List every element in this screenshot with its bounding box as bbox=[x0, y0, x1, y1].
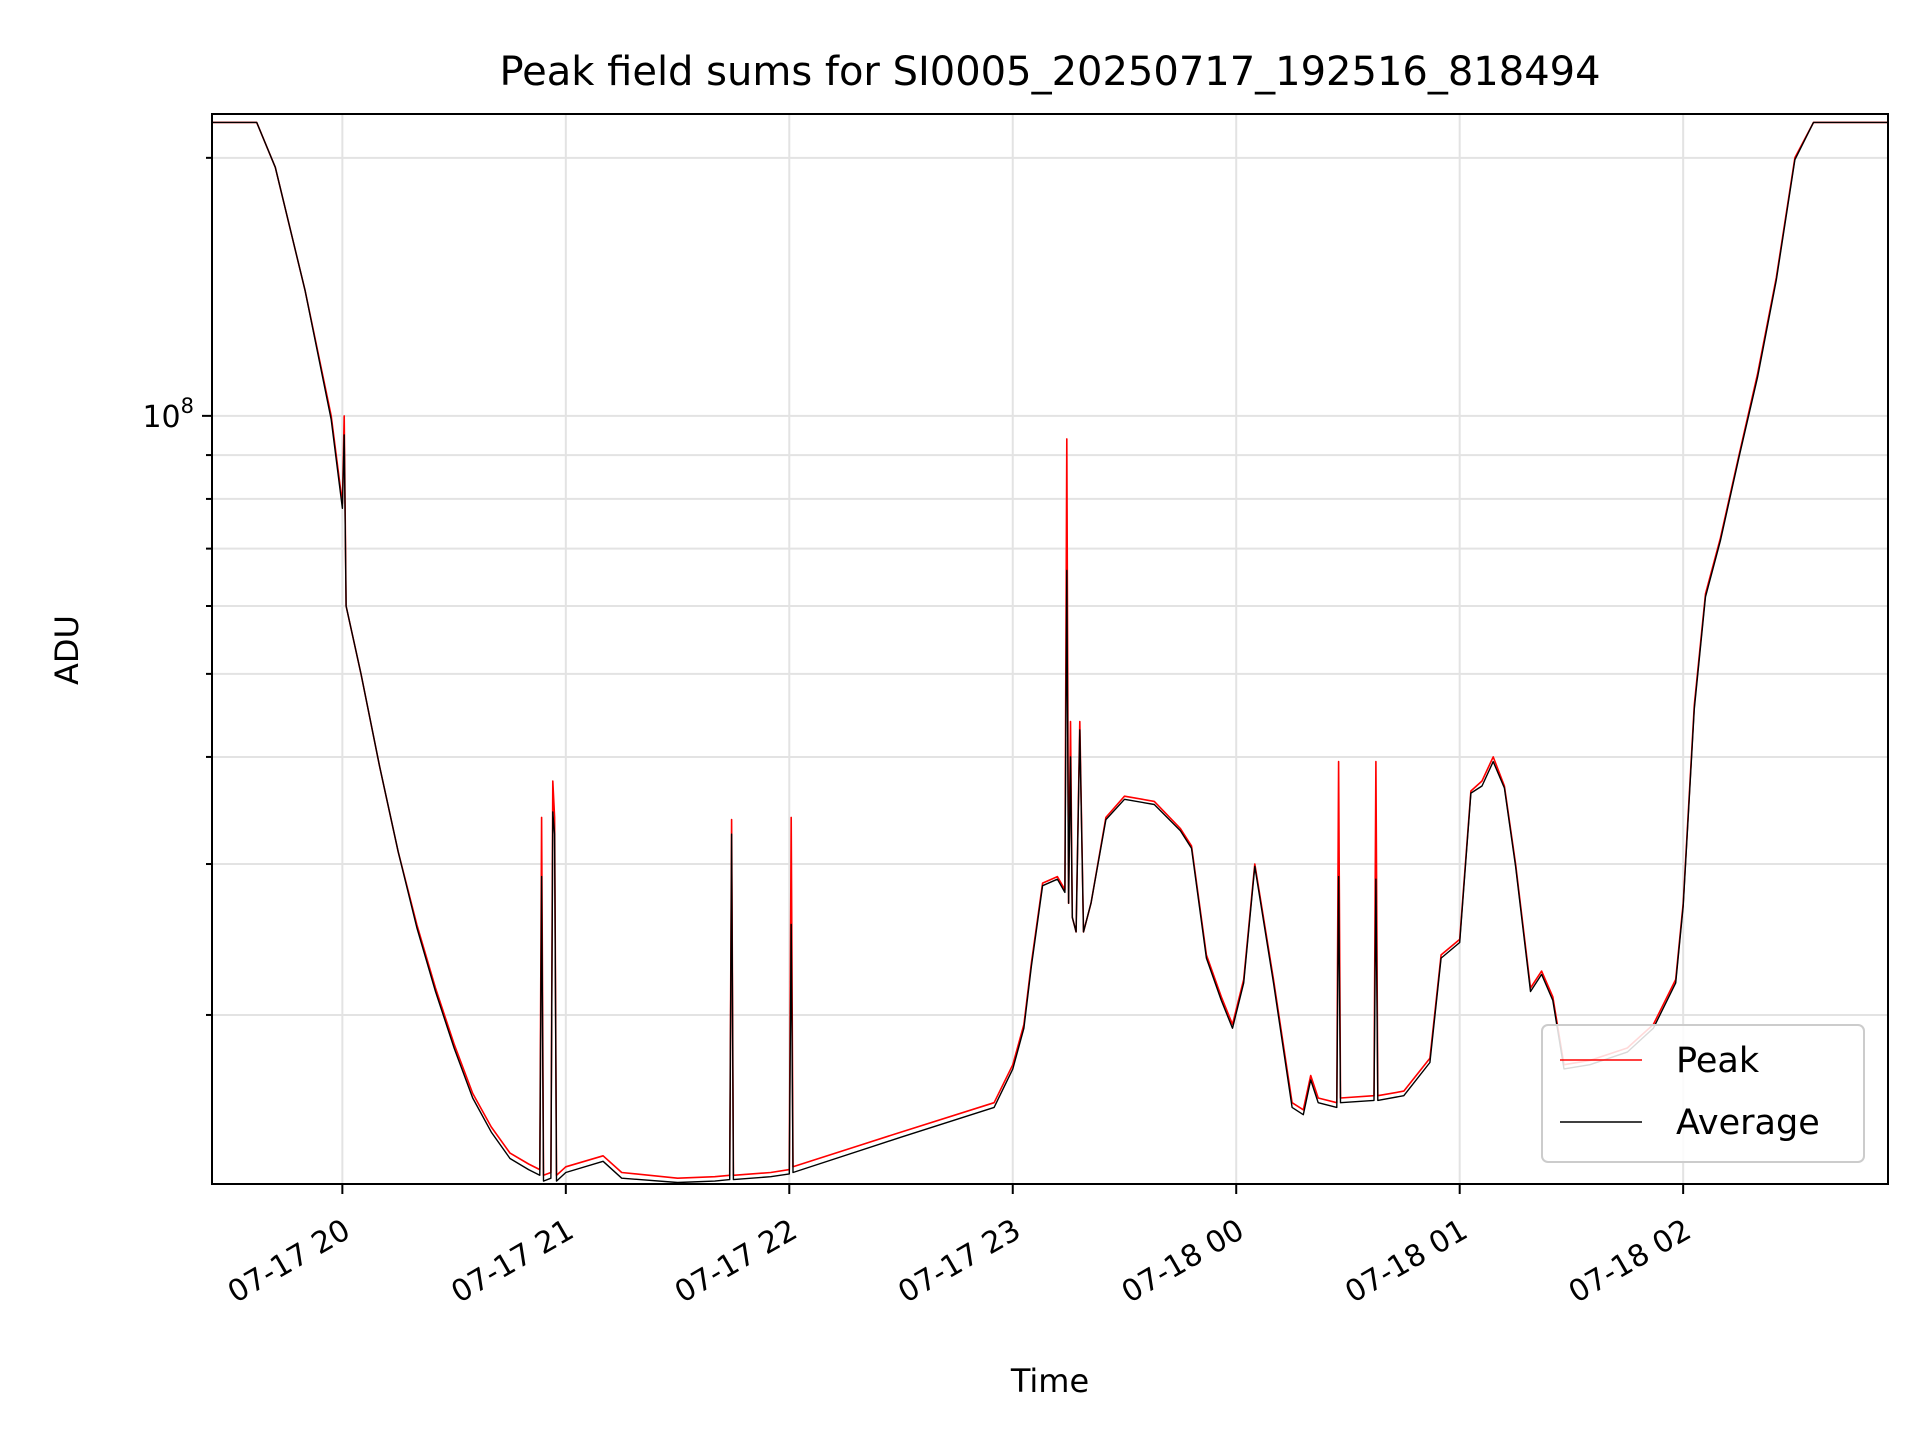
series-line-average bbox=[212, 121, 1888, 1184]
series-layer bbox=[212, 121, 1888, 1184]
legend-label-average: Average bbox=[1676, 1103, 1820, 1143]
plot-frame bbox=[211, 113, 1889, 1185]
y-axis-title: ADU bbox=[48, 615, 86, 685]
legend: Peak Average bbox=[1541, 1024, 1865, 1163]
series-line-peak bbox=[212, 121, 1888, 1179]
legend-label-peak: Peak bbox=[1676, 1041, 1760, 1081]
grid-layer bbox=[212, 114, 1888, 1184]
chart-title: Peak field sums for SI0005_20250717_1925… bbox=[499, 49, 1600, 95]
x-axis-title: Time bbox=[1010, 1362, 1089, 1400]
